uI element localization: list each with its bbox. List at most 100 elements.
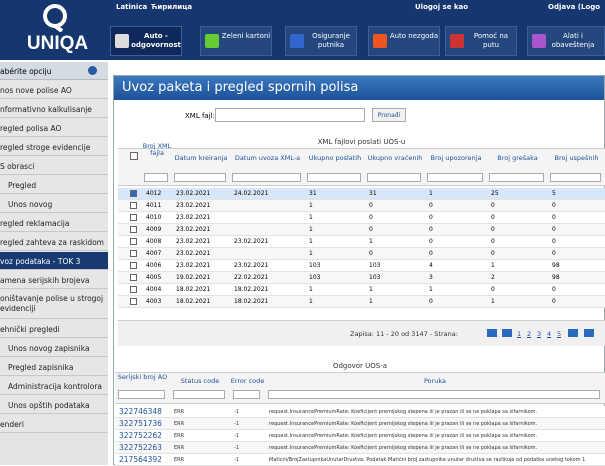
grid-row[interactable] bbox=[118, 236, 605, 248]
search-button[interactable]: Pronađi bbox=[372, 108, 406, 122]
nav-button[interactable]: Alati i obaveštenja bbox=[527, 26, 605, 56]
grid-row[interactable] bbox=[118, 200, 605, 212]
sidebar-item[interactable]: regled stroge evidencije bbox=[0, 138, 108, 156]
login-label[interactable]: Ulogoj se kao bbox=[415, 3, 469, 11]
sidebar-item[interactable]: Pregled zapisnika bbox=[0, 358, 108, 376]
grid-row[interactable] bbox=[118, 188, 605, 200]
grid-row[interactable] bbox=[115, 406, 605, 418]
nav-label[interactable]: Auto nezgoda bbox=[389, 32, 439, 40]
pager-button[interactable] bbox=[502, 329, 512, 337]
cell[interactable]: 322752263 bbox=[119, 443, 162, 452]
filter-input[interactable] bbox=[427, 173, 483, 182]
column-header[interactable]: Broj grešaka bbox=[497, 155, 538, 162]
row-checkbox[interactable] bbox=[130, 214, 137, 221]
filter-input[interactable] bbox=[367, 173, 421, 182]
sidebar-item[interactable]: regled zahteva za raskidom bbox=[0, 233, 108, 251]
row-checkbox[interactable] bbox=[130, 226, 137, 233]
sidebar-item[interactable]: ehnički pregledi bbox=[0, 320, 108, 338]
filter-input[interactable] bbox=[144, 173, 168, 182]
nav-button[interactable]: Auto - odgovornost bbox=[110, 26, 182, 56]
column-header[interactable]: Ukupno poslatih bbox=[308, 155, 362, 162]
row-checkbox[interactable] bbox=[130, 286, 137, 293]
sidebar-item[interactable]: oništavanje polise u strogoj evidenciji bbox=[0, 290, 108, 319]
column-header[interactable]: Error code bbox=[230, 378, 265, 385]
grid-row[interactable] bbox=[118, 296, 605, 308]
sidebar-item[interactable]: voz podataka - TOK 3 bbox=[0, 252, 108, 270]
column-header[interactable]: Datum kreiranja bbox=[174, 155, 228, 162]
nav-button[interactable]: Zeleni kartoni bbox=[200, 26, 272, 56]
column-header[interactable]: Serijski broj AO bbox=[117, 374, 168, 381]
nav-label[interactable]: Zeleni kartoni bbox=[221, 32, 271, 40]
logout-label[interactable]: Odjava (Logo bbox=[548, 3, 601, 11]
nav-label[interactable]: Pomoć na putu bbox=[473, 32, 509, 49]
filter-input[interactable] bbox=[307, 173, 361, 182]
filter-input[interactable] bbox=[233, 390, 260, 399]
filter-input[interactable] bbox=[489, 173, 544, 182]
column-header[interactable]: Broj uspešnih bbox=[554, 155, 599, 162]
page-link[interactable]: 5 bbox=[557, 330, 562, 338]
row-checkbox[interactable] bbox=[130, 190, 137, 197]
grid-row[interactable] bbox=[118, 284, 605, 296]
cell[interactable]: 322746348 bbox=[119, 407, 162, 416]
grid-row[interactable] bbox=[118, 212, 605, 224]
row-checkbox[interactable] bbox=[130, 274, 137, 281]
nav-button[interactable]: Pomoć na putu bbox=[445, 26, 517, 56]
grid-row[interactable] bbox=[115, 430, 605, 442]
nav-button[interactable]: Osiguranje putnika bbox=[285, 26, 357, 56]
column-header[interactable]: Status code bbox=[180, 378, 220, 385]
row-checkbox[interactable] bbox=[130, 202, 137, 209]
sidebar-item[interactable]: amena serijskih brojeva bbox=[0, 271, 108, 289]
filter-input[interactable] bbox=[118, 390, 165, 399]
column-header[interactable]: Broj upozorenja bbox=[430, 155, 482, 162]
cell[interactable]: 217564392 bbox=[119, 455, 162, 464]
language-link[interactable]: Ћирилица bbox=[151, 3, 193, 11]
cell[interactable]: 322751736 bbox=[119, 419, 162, 428]
nav-button[interactable]: Auto nezgoda bbox=[368, 26, 440, 56]
grid-row[interactable] bbox=[118, 224, 605, 236]
pager-button[interactable] bbox=[584, 329, 594, 337]
page-link[interactable]: 3 bbox=[537, 330, 542, 338]
cell: 4 bbox=[429, 262, 433, 269]
grid-row[interactable] bbox=[115, 442, 605, 454]
nav-label[interactable]: Auto - odgovornost bbox=[131, 32, 181, 49]
page-link[interactable]: 1 bbox=[517, 330, 522, 338]
grid-row[interactable] bbox=[118, 272, 605, 284]
column-header[interactable]: Datum uvoza XML-a bbox=[234, 155, 301, 162]
sidebar-item[interactable]: Unos novog bbox=[0, 195, 108, 213]
pager-button[interactable] bbox=[568, 329, 578, 337]
column-header[interactable]: Ukupno vraćenih bbox=[367, 155, 423, 162]
grid-row[interactable] bbox=[115, 418, 605, 430]
filter-input[interactable] bbox=[268, 390, 600, 399]
file-input[interactable] bbox=[215, 108, 365, 122]
row-checkbox[interactable] bbox=[130, 250, 137, 257]
row-checkbox[interactable] bbox=[130, 262, 137, 269]
sidebar-item[interactable]: enderi bbox=[0, 415, 108, 433]
filter-input[interactable] bbox=[173, 390, 225, 399]
sidebar-item[interactable]: regled polisa AO bbox=[0, 119, 108, 137]
grid-row[interactable] bbox=[118, 248, 605, 260]
select-all[interactable] bbox=[130, 152, 138, 160]
cell[interactable]: 322752262 bbox=[119, 431, 162, 440]
sidebar-item[interactable]: S obrasci bbox=[0, 157, 108, 175]
filter-input[interactable] bbox=[174, 173, 226, 182]
sidebar-item[interactable]: nos nove polise AO bbox=[0, 81, 108, 99]
sidebar-item[interactable]: regled reklamacija bbox=[0, 214, 108, 232]
language-link[interactable]: Latinica bbox=[116, 3, 148, 11]
sidebar-item[interactable]: Unos opštih podataka bbox=[0, 396, 108, 414]
column-header[interactable]: Broj XML fajla bbox=[142, 143, 172, 157]
sidebar-item[interactable]: Administracija kontrolora bbox=[0, 377, 108, 395]
nav-label[interactable]: Alati i obaveštenja bbox=[551, 32, 595, 49]
sidebar-item[interactable]: Unos novog zapisnika bbox=[0, 339, 108, 357]
sidebar-item[interactable]: Pregled bbox=[0, 176, 108, 194]
page-link[interactable]: 2 bbox=[527, 330, 532, 338]
nav-label[interactable]: Osiguranje putnika bbox=[312, 32, 350, 49]
filter-input[interactable] bbox=[550, 173, 601, 182]
row-checkbox[interactable] bbox=[130, 298, 137, 305]
sidebar-item[interactable]: nformativno kalkulisanje bbox=[0, 100, 108, 118]
pager-button[interactable] bbox=[487, 329, 497, 337]
filter-input[interactable] bbox=[232, 173, 301, 182]
column-header[interactable]: Poruka bbox=[423, 378, 447, 385]
grid-row[interactable] bbox=[118, 260, 605, 272]
page-link[interactable]: 4 bbox=[547, 330, 552, 338]
row-checkbox[interactable] bbox=[130, 238, 137, 245]
